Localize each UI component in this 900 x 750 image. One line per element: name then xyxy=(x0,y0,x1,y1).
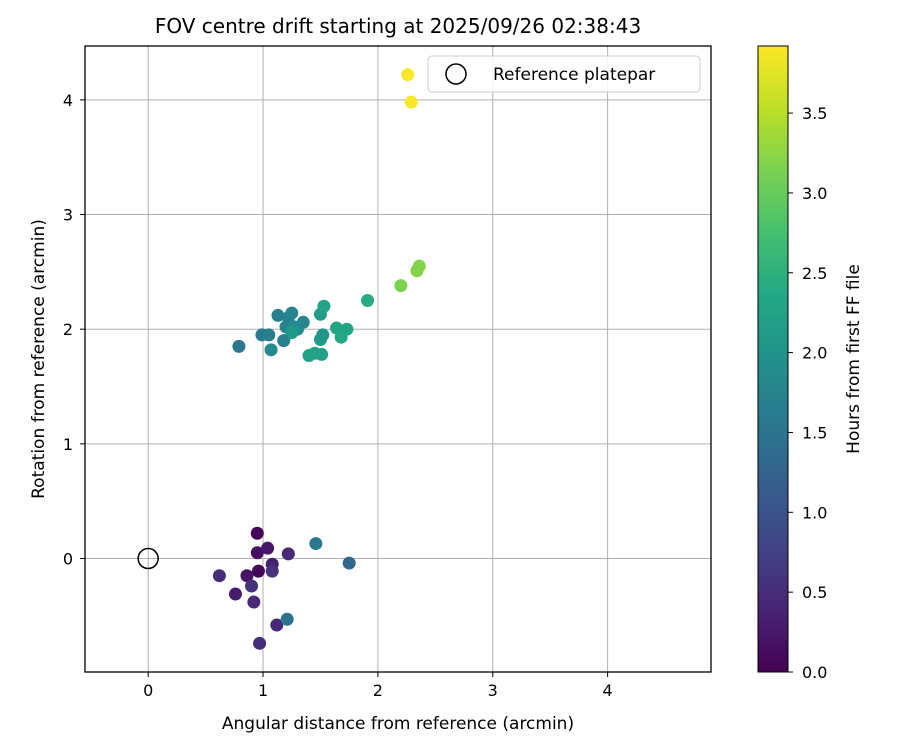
y-tick-label: 2 xyxy=(63,320,73,339)
data-point xyxy=(250,546,264,560)
data-point xyxy=(309,537,323,551)
data-point xyxy=(251,564,265,578)
x-tick-label: 2 xyxy=(373,681,383,700)
data-point xyxy=(280,612,294,626)
colorbar-tick-label: 2.0 xyxy=(802,344,827,363)
colorbar xyxy=(757,45,789,673)
data-points xyxy=(137,68,426,650)
data-point xyxy=(250,526,264,540)
data-point xyxy=(361,294,375,308)
reference-platepar-marker xyxy=(137,547,159,570)
y-tick-label: 1 xyxy=(63,435,73,454)
data-point xyxy=(232,339,246,353)
colorbar-tick-label: 0.0 xyxy=(802,663,827,682)
x-tick-label: 0 xyxy=(143,681,153,700)
y-tick-label: 3 xyxy=(63,206,73,225)
x-axis-label: Angular distance from reference (arcmin) xyxy=(222,714,574,734)
data-point xyxy=(245,579,259,593)
data-point xyxy=(253,636,267,650)
data-point xyxy=(412,259,426,273)
data-point xyxy=(404,95,418,109)
data-point xyxy=(277,334,291,348)
data-point xyxy=(296,315,310,329)
data-point xyxy=(317,299,331,313)
x-tick-label: 1 xyxy=(258,681,268,700)
data-point xyxy=(271,308,285,322)
data-point xyxy=(281,547,295,561)
colorbar-tick-label: 1.5 xyxy=(802,423,827,442)
chart-title: FOV centre drift starting at 2025/09/26 … xyxy=(155,14,641,38)
data-point xyxy=(265,564,279,578)
colorbar-ticks: 0.0 0.5 1.0 1.5 2.0 2.5 3.0 3.5 xyxy=(788,104,827,682)
data-point xyxy=(401,68,415,82)
legend-label: Reference platepar xyxy=(493,65,655,85)
grid xyxy=(85,46,711,672)
data-point xyxy=(285,306,299,320)
data-point xyxy=(340,322,354,336)
legend: Reference platepar xyxy=(427,55,701,93)
y-axis-label: Rotation from reference (arcmin) xyxy=(29,219,49,499)
y-tick-label: 4 xyxy=(63,91,73,110)
colorbar-tick-label: 1.0 xyxy=(802,503,827,522)
legend-box xyxy=(427,55,701,93)
data-point xyxy=(342,556,356,570)
y-axis-ticks: 0 1 2 3 4 xyxy=(63,91,85,568)
data-point xyxy=(262,328,276,342)
y-tick-label: 0 xyxy=(63,549,73,568)
colorbar-tick-label: 0.5 xyxy=(802,583,827,602)
colorbar-tick-label: 2.5 xyxy=(802,264,827,283)
data-point xyxy=(394,279,408,293)
data-point xyxy=(261,541,275,555)
data-point xyxy=(212,569,226,583)
data-point xyxy=(240,569,254,583)
data-point xyxy=(270,618,284,632)
data-point xyxy=(264,343,278,357)
plot-frame xyxy=(84,45,712,673)
data-point xyxy=(315,347,329,361)
colorbar-tick-label: 3.0 xyxy=(802,184,827,203)
data-point xyxy=(228,587,242,601)
x-tick-label: 4 xyxy=(603,681,613,700)
colorbar-label: Hours from first FF file xyxy=(844,264,864,454)
legend-marker xyxy=(445,63,467,85)
x-axis-ticks: 0 1 2 3 4 xyxy=(143,672,613,700)
x-tick-label: 3 xyxy=(488,681,498,700)
data-point xyxy=(285,326,299,340)
data-point xyxy=(247,595,261,609)
colorbar-tick-label: 3.5 xyxy=(802,104,827,123)
data-point xyxy=(316,328,330,342)
